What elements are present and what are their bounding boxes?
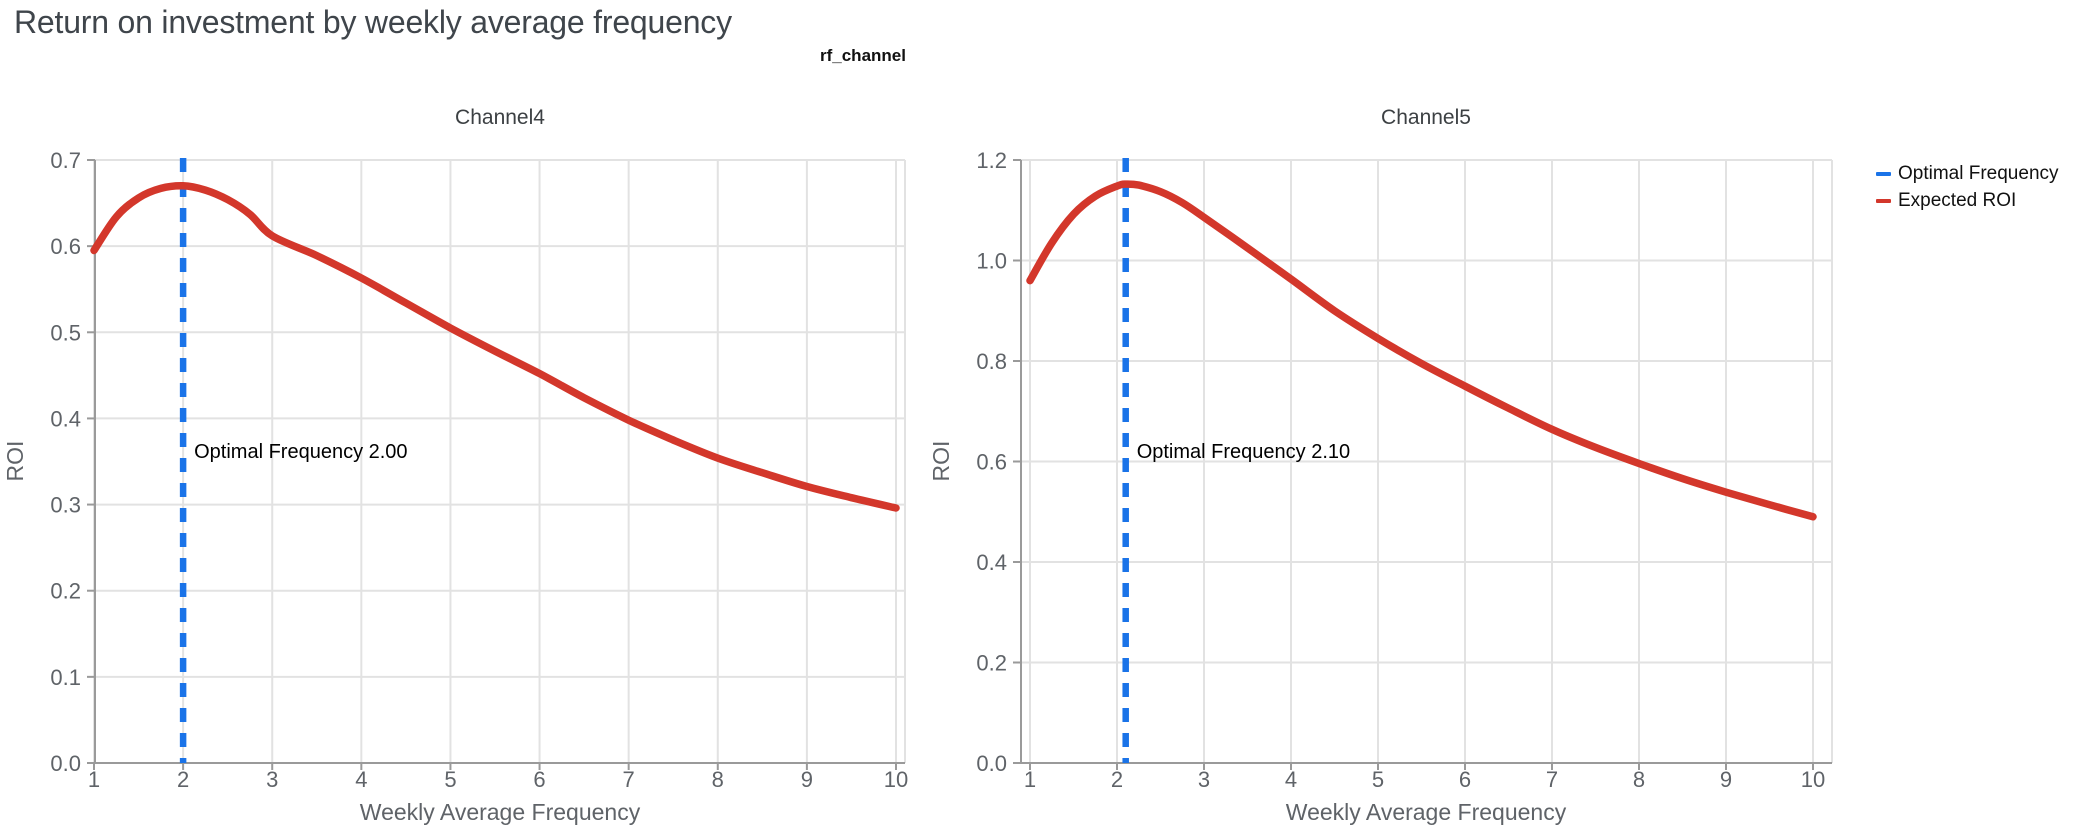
y-axis-title: ROI [928,441,954,482]
chart-legend: Optimal Frequency Expected ROI [1876,160,2059,214]
facet-variable-title: rf_channel [820,46,906,65]
x-tick-label: 3 [1198,767,1210,792]
y-tick-label: 0.7 [50,148,81,173]
optimal-frequency-legend-line-icon [1876,171,1891,176]
x-tick-label: 8 [712,767,724,792]
x-tick-label: 1 [1024,767,1036,792]
x-axis-title: Weekly Average Frequency [1286,799,1567,825]
y-tick-label: 0.4 [50,406,81,431]
expected-roi-legend-line-icon [1876,198,1891,203]
x-axis-title: Weekly Average Frequency [360,799,641,825]
x-tick-label: 10 [1801,767,1825,792]
x-tick-label: 5 [1372,767,1384,792]
x-tick-label: 2 [1111,767,1123,792]
x-tick-label: 8 [1633,767,1645,792]
optimal-frequency-annotation: Optimal Frequency 2.10 [1137,441,1350,463]
chart-title: Channel4 [455,106,545,129]
x-tick-label: 10 [884,767,908,792]
y-tick-label: 0.4 [976,550,1007,575]
x-tick-label: 1 [88,767,100,792]
y-tick-label: 0.2 [976,651,1007,676]
x-tick-label: 7 [1546,767,1558,792]
x-tick-label: 6 [533,767,545,792]
x-tick-label: 5 [444,767,456,792]
x-tick-label: 6 [1459,767,1471,792]
x-tick-label: 7 [623,767,635,792]
y-tick-label: 0.0 [50,751,81,776]
y-tick-label: 0.0 [976,751,1007,776]
y-tick-label: 1.2 [976,148,1007,173]
y-tick-label: 0.3 [50,493,81,518]
legend-item-optimal-frequency[interactable]: Optimal Frequency [1876,160,2059,187]
x-tick-label: 2 [177,767,189,792]
expected-roi-curve[interactable] [90,182,900,512]
x-tick-label: 3 [266,767,278,792]
page-title: Return on investment by weekly average f… [14,4,732,40]
y-tick-label: 0.5 [50,320,81,345]
y-tick-label: 0.8 [976,349,1007,374]
optimal-frequency-annotation: Optimal Frequency 2.00 [194,441,407,463]
y-tick-label: 0.6 [976,450,1007,475]
legend-label: Expected ROI [1898,189,2017,211]
x-tick-label: 9 [1720,767,1732,792]
y-tick-label: 1.0 [976,249,1007,274]
chart-title: Channel5 [1381,106,1471,129]
legend-label: Optimal Frequency [1898,162,2059,184]
x-tick-label: 4 [1285,767,1297,792]
x-tick-label: 4 [355,767,367,792]
y-tick-label: 0.1 [50,665,81,690]
y-tick-label: 0.2 [50,579,81,604]
legend-item-expected-roi[interactable]: Expected ROI [1876,187,2059,214]
x-tick-label: 9 [801,767,813,792]
y-axis-title: ROI [2,441,28,482]
expected-roi-curve[interactable] [1026,180,1817,521]
y-tick-label: 0.6 [50,234,81,259]
